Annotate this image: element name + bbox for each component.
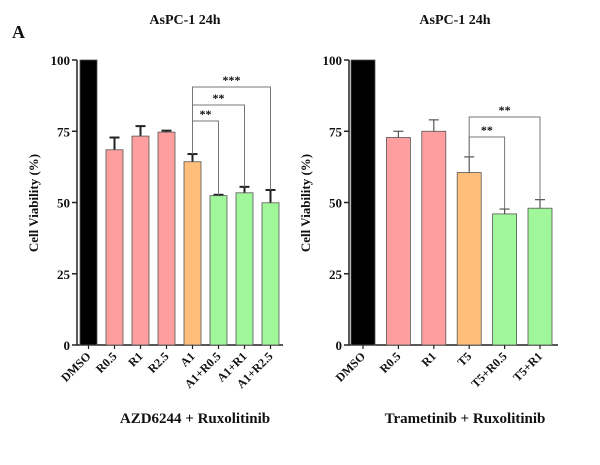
x-tick-label: A1 [177, 349, 197, 369]
chart-title: AsPC-1 24h [149, 13, 220, 28]
y-axis-label: Cell Viability (%) [26, 154, 41, 252]
bar-DMSO [79, 59, 98, 346]
x-tick-label: DMSO [333, 349, 368, 384]
significance-label: ** [481, 123, 493, 137]
bar-T5+R1 [527, 207, 553, 346]
bar-R0.5 [105, 149, 124, 346]
x-tick-label: T5+R1 [510, 349, 545, 384]
bar-R1 [421, 130, 447, 346]
x-tick-label: R1 [125, 349, 145, 369]
x-axis-label: Trametinib + Ruxolitinib [385, 411, 546, 427]
y-tick-label: 0 [64, 338, 71, 353]
y-tick-label: 100 [51, 53, 71, 68]
significance-label: ** [200, 107, 212, 121]
x-tick-label: T5+R0.5 [468, 349, 509, 390]
x-tick-label: R0.5 [93, 349, 120, 376]
y-tick-label: 50 [57, 196, 70, 211]
y-tick-label: 25 [329, 267, 343, 282]
bar-A1+R2.5 [261, 202, 280, 346]
bar-R1 [131, 135, 150, 346]
y-axis-label: Cell Viability (%) [298, 154, 313, 252]
chart-2: AsPC-1 24h Trametinib + Ruxolitinib Cell V… [298, 13, 558, 427]
panel-label: A [12, 22, 25, 42]
bar-T5+R0.5 [492, 213, 518, 346]
significance-bracket [468, 116, 541, 200]
chart-1: AsPC-1 24h AZD6244 + Ruxolitinib Cell Viab… [26, 13, 283, 427]
x-tick-label: R0.5 [377, 349, 404, 376]
x-tick-label: R2.5 [145, 349, 172, 376]
x-axis-label: AZD6244 + Ruxolitinib [120, 411, 270, 427]
chart-title: AsPC-1 24h [419, 13, 490, 28]
bar-DMSO [350, 59, 376, 346]
bar-A1+R0.5 [209, 195, 228, 346]
bar-R0.5 [385, 137, 411, 346]
bar-T5 [456, 172, 482, 346]
significance-label: ** [499, 103, 511, 117]
x-tick-label: R1 [419, 349, 439, 369]
significance-label: *** [223, 73, 241, 87]
y-tick-label: 100 [323, 53, 343, 68]
y-tick-label: 75 [329, 124, 343, 139]
bar-R2.5 [157, 131, 176, 346]
bar-A1+R1 [235, 192, 254, 346]
x-tick-label: DMSO [58, 349, 93, 384]
y-tick-label: 25 [57, 267, 71, 282]
y-tick-label: 0 [336, 338, 343, 353]
y-tick-label: 75 [57, 124, 71, 139]
x-tick-label: T5 [455, 349, 475, 369]
significance-bracket [192, 86, 271, 190]
y-tick-label: 50 [329, 196, 342, 211]
significance-label: ** [213, 91, 225, 105]
bar-A1 [183, 161, 202, 346]
